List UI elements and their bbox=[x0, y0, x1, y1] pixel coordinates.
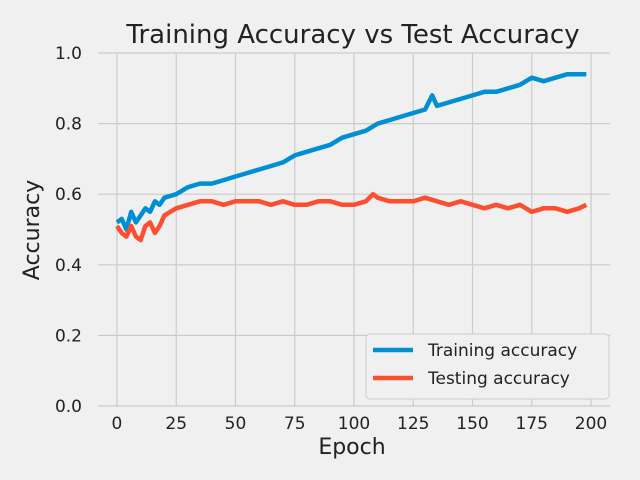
y-tick-label: 0.2 bbox=[55, 326, 82, 346]
x-tick-label: 50 bbox=[225, 414, 247, 434]
x-tick-label: 200 bbox=[575, 414, 607, 434]
y-axis-label: Accuracy bbox=[20, 180, 45, 280]
y-tick-label: 1.0 bbox=[55, 44, 82, 64]
x-tick-label: 100 bbox=[338, 414, 370, 434]
chart-title: Training Accuracy vs Test Accuracy bbox=[125, 20, 579, 50]
x-tick-label: 75 bbox=[284, 414, 306, 434]
x-tick-label: 175 bbox=[516, 414, 548, 434]
training-accuracy-line bbox=[115, 71, 587, 232]
y-tick-label: 0.8 bbox=[55, 115, 82, 135]
x-tick-label: 125 bbox=[397, 414, 429, 434]
x-tick-label: 25 bbox=[165, 414, 187, 434]
legend-box bbox=[365, 333, 610, 400]
plot-area bbox=[98, 52, 610, 407]
legend-label: Training accuracy bbox=[427, 341, 577, 361]
y-tick-label: 0.4 bbox=[55, 256, 82, 276]
y-tick-label: 0.6 bbox=[55, 185, 82, 205]
x-tick-label: 150 bbox=[456, 414, 488, 434]
y-tick-label: 0.0 bbox=[55, 397, 82, 417]
legend: Training accuracy Testing accuracy bbox=[365, 333, 610, 400]
x-tick-label: 0 bbox=[112, 414, 123, 434]
x-axis-label: Epoch bbox=[318, 435, 385, 460]
legend-label: Testing accuracy bbox=[427, 369, 570, 389]
testing-accuracy-line bbox=[115, 191, 588, 243]
